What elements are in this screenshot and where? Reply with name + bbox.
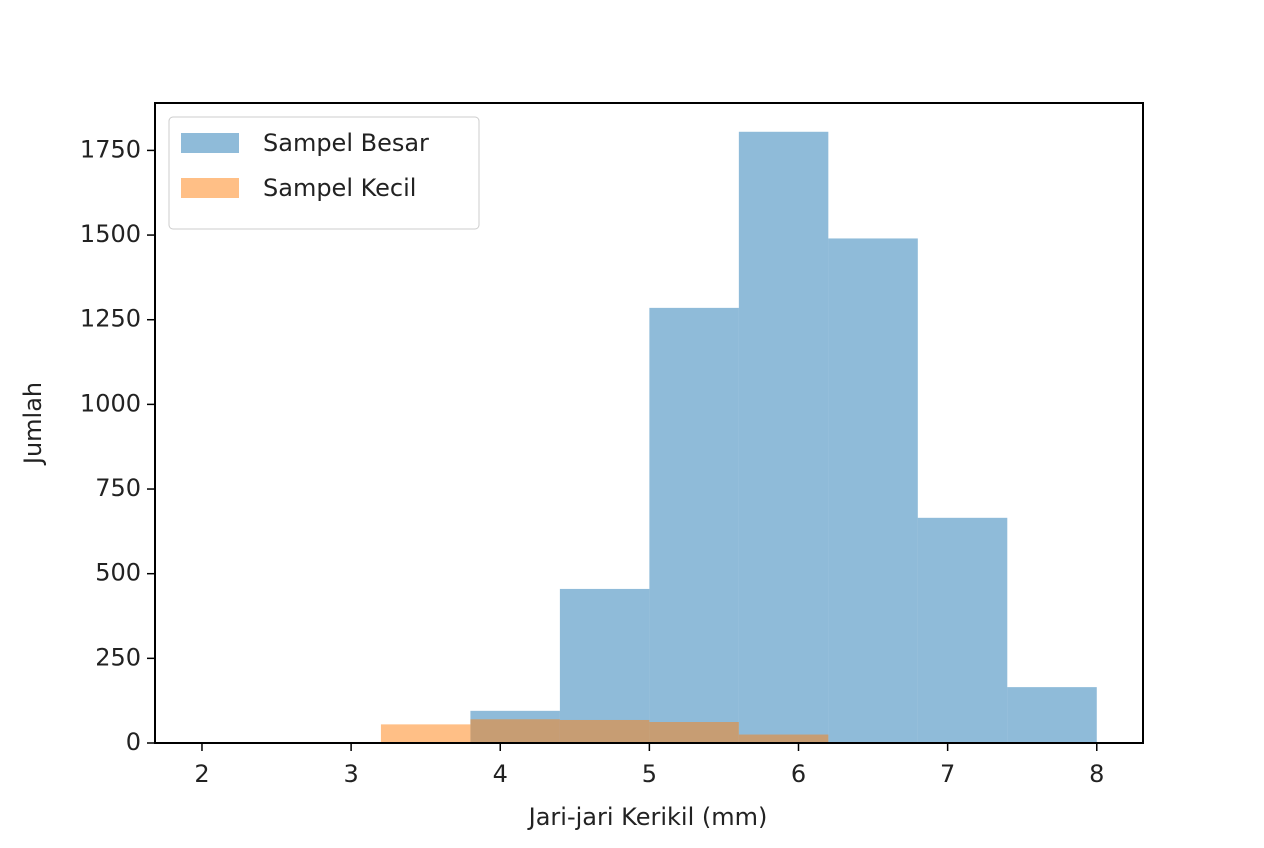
y-tick-label: 750 [95, 474, 141, 502]
histogram-bar [738, 734, 829, 743]
histogram-bar [649, 307, 739, 743]
y-tick-label: 0 [126, 728, 141, 756]
histogram-bar [917, 517, 1008, 743]
x-tick-label: 4 [493, 760, 508, 788]
y-tick-label: 1250 [80, 305, 141, 333]
histogram-bar [649, 722, 739, 743]
histogram-bar [738, 131, 829, 743]
histogram-bar [559, 588, 650, 743]
y-tick-label: 1750 [80, 135, 141, 163]
x-tick-label: 7 [940, 760, 955, 788]
y-tick-label: 250 [95, 643, 141, 671]
x-axis-label: Jari-jari Kerikil (mm) [527, 803, 768, 831]
legend-box [168, 116, 480, 230]
legend-swatch [181, 133, 239, 153]
y-tick-label: 500 [95, 559, 141, 587]
y-tick-label: 1000 [80, 389, 141, 417]
x-tick-label: 5 [642, 760, 657, 788]
y-axis-label: Jumlah [19, 382, 47, 466]
histogram-bar [1007, 687, 1097, 743]
legend-label: Sampel Besar [263, 129, 429, 157]
histogram-bar [470, 719, 560, 743]
x-tick-label: 6 [791, 760, 806, 788]
legend-swatch [181, 178, 239, 198]
histogram-bar [380, 724, 471, 743]
x-tick-label: 3 [343, 760, 358, 788]
legend-label: Sampel Kecil [263, 174, 416, 202]
histogram-bar [828, 238, 918, 743]
y-tick-label: 1500 [80, 220, 141, 248]
x-tick-label: 8 [1089, 760, 1104, 788]
histogram-bar [559, 719, 650, 743]
x-tick-label: 2 [194, 760, 209, 788]
